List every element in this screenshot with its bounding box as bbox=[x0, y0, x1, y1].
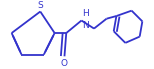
Text: N: N bbox=[82, 21, 89, 30]
Text: H: H bbox=[82, 9, 89, 18]
Text: S: S bbox=[37, 1, 43, 10]
Text: O: O bbox=[61, 59, 68, 68]
